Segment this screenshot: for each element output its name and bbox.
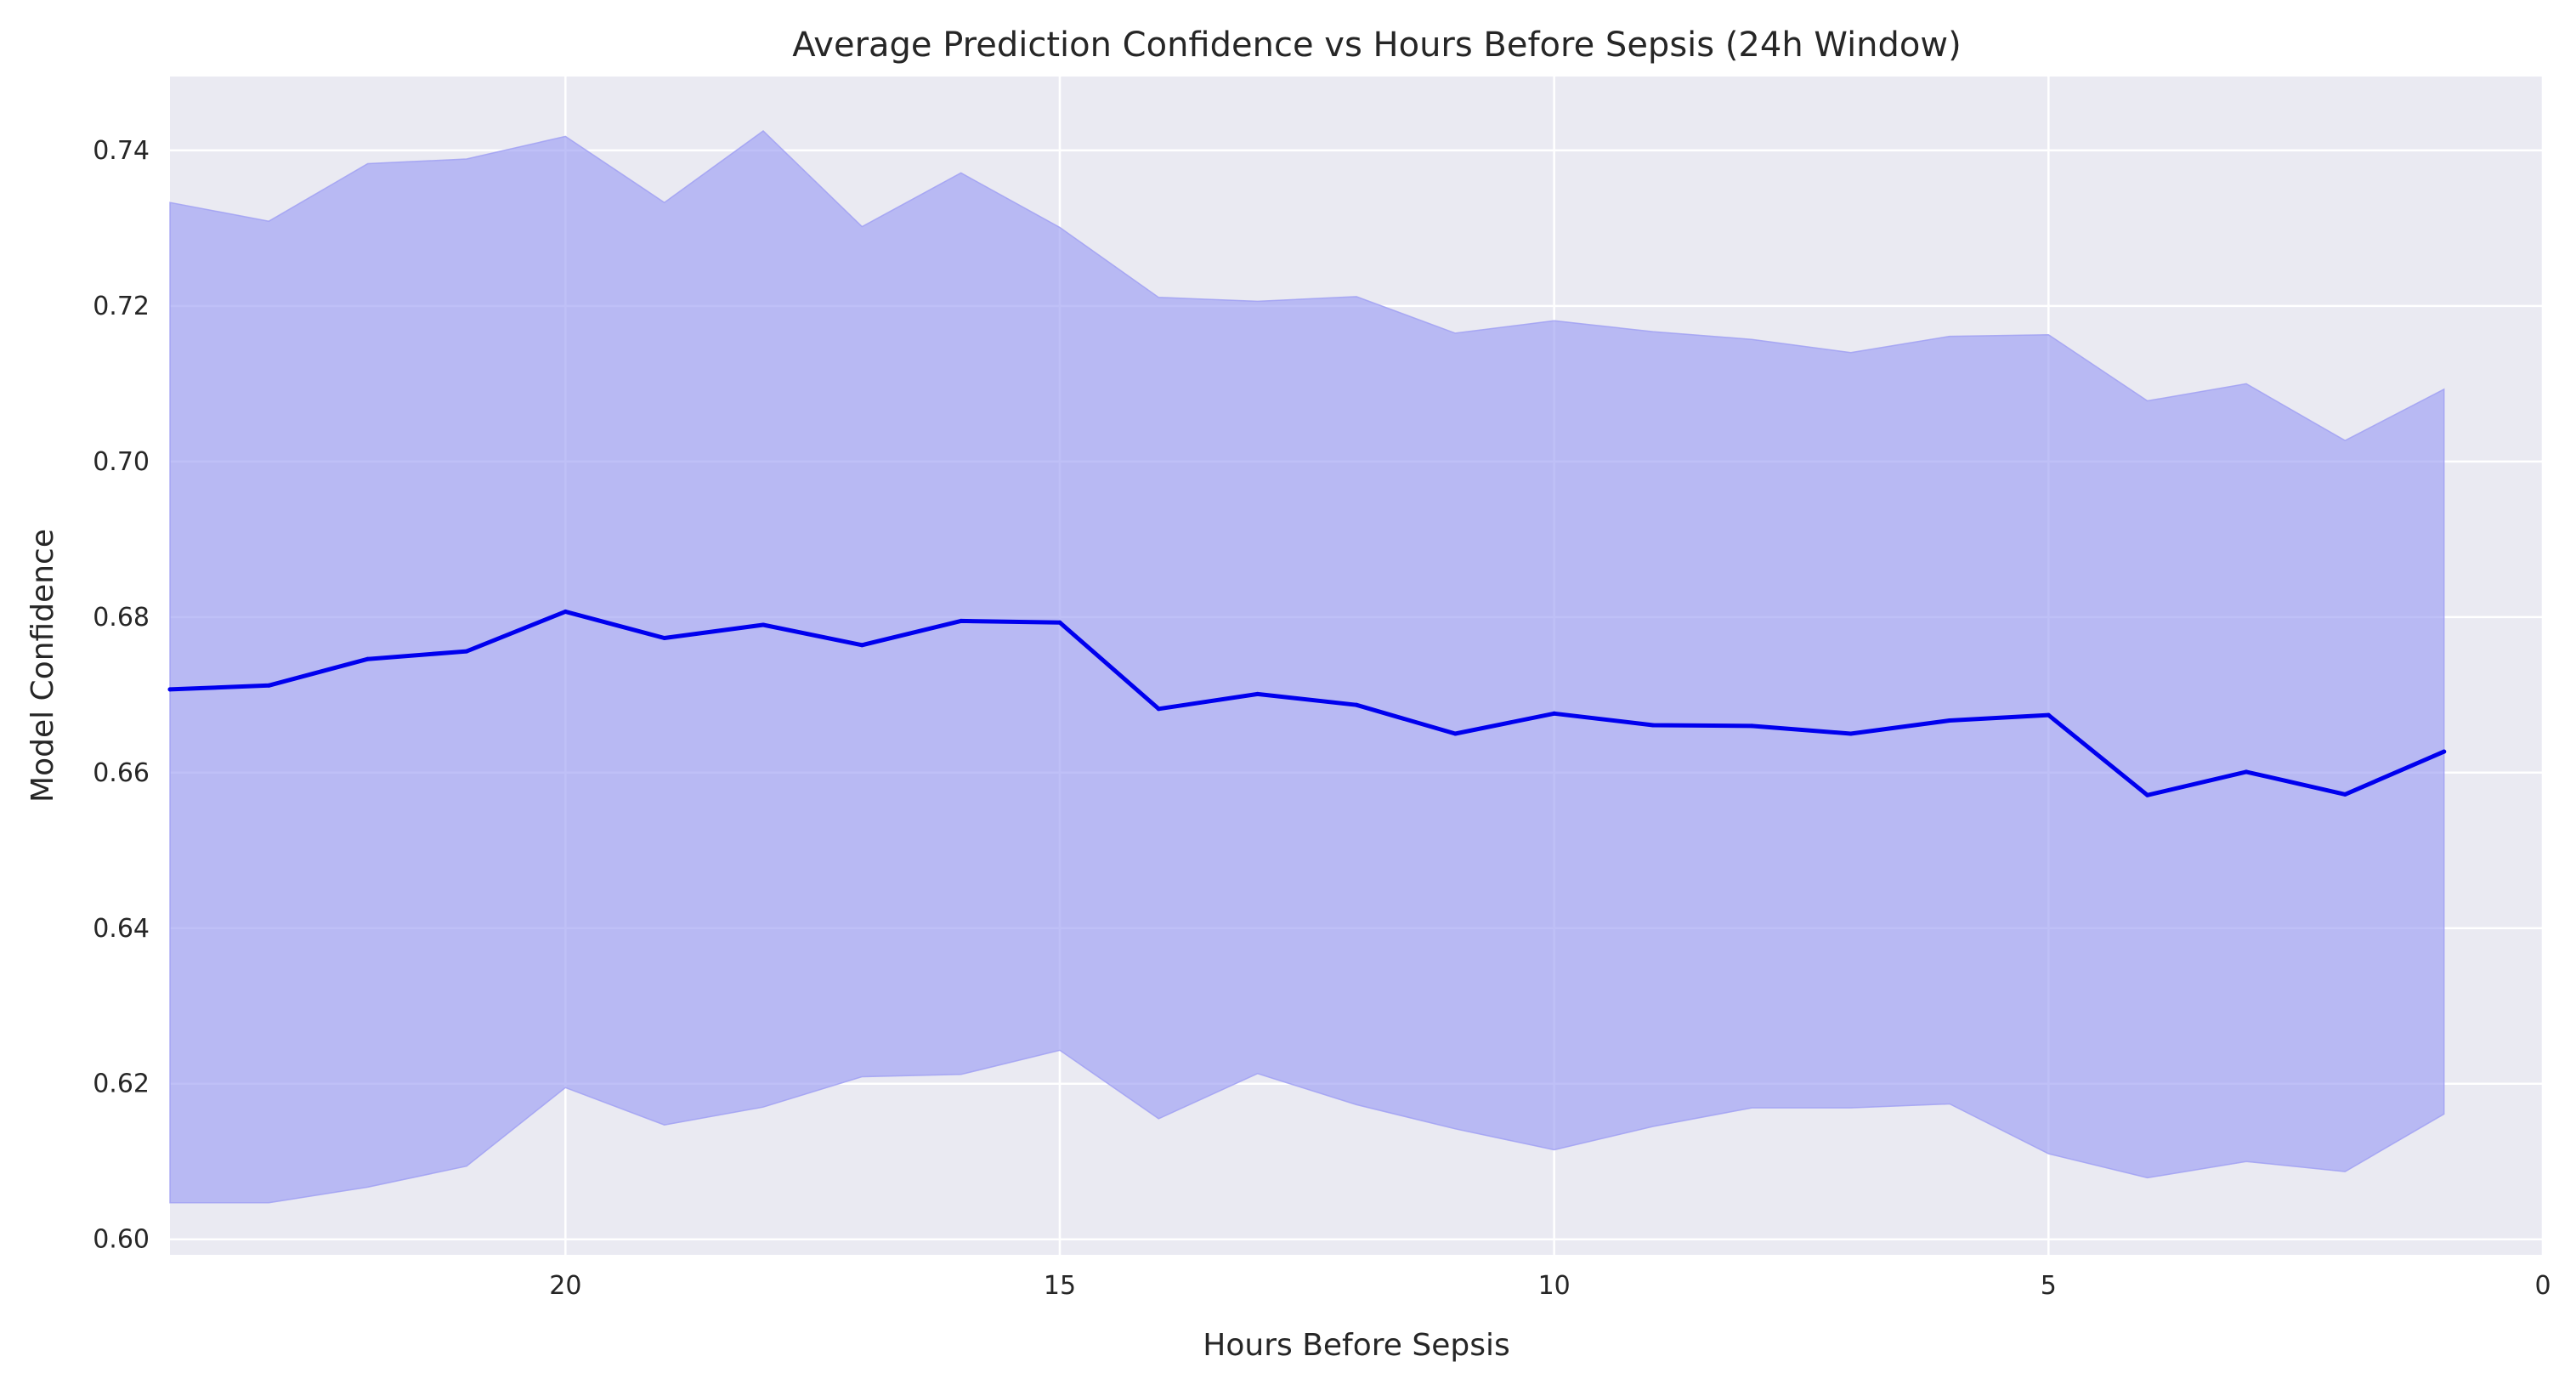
data-point xyxy=(2342,791,2347,797)
y-tick-label: 0.66 xyxy=(93,758,150,788)
data-point xyxy=(1848,731,1854,736)
data-point xyxy=(2442,749,2447,754)
x-tick-label: 0 xyxy=(2534,1271,2551,1301)
data-point xyxy=(959,618,964,623)
data-point xyxy=(1947,718,1952,723)
x-tick-label: 20 xyxy=(549,1271,581,1301)
data-point xyxy=(1057,620,1062,625)
data-point xyxy=(2145,792,2150,797)
data-point xyxy=(1452,731,1458,736)
data-point xyxy=(1255,691,1260,696)
data-point xyxy=(2244,769,2249,774)
x-axis-label: Hours Before Sepsis xyxy=(1203,1328,1509,1363)
data-point xyxy=(662,636,667,640)
y-tick-label: 0.74 xyxy=(93,136,150,166)
data-point xyxy=(1552,711,1557,716)
data-point xyxy=(563,609,568,614)
data-point xyxy=(1354,702,1359,707)
data-point xyxy=(167,687,173,692)
x-axis-ticks: 20 15 10 5 0 xyxy=(549,1271,2551,1301)
data-point xyxy=(464,649,469,654)
data-point xyxy=(1650,723,1656,728)
data-point xyxy=(1156,706,1161,712)
data-point xyxy=(761,622,766,627)
mean-confidence-line xyxy=(167,609,2447,797)
data-point xyxy=(266,683,271,688)
y-tick-label: 0.64 xyxy=(93,914,150,944)
x-tick-label: 15 xyxy=(1044,1271,1076,1301)
data-point xyxy=(1749,723,1754,729)
x-tick-label: 10 xyxy=(1538,1271,1571,1301)
y-tick-label: 0.70 xyxy=(93,447,150,477)
confidence-band-area xyxy=(169,130,2445,1204)
y-tick-label: 0.62 xyxy=(93,1069,150,1099)
data-point xyxy=(859,643,864,648)
data-point xyxy=(2046,712,2051,718)
x-tick-label: 5 xyxy=(2041,1271,2057,1301)
chart-title: Average Prediction Confidence vs Hours B… xyxy=(792,26,1961,65)
data-point xyxy=(365,656,371,661)
series-lines xyxy=(167,609,2447,797)
y-tick-label: 0.60 xyxy=(93,1225,150,1255)
y-axis-label: Model Confidence xyxy=(25,529,60,803)
y-axis-ticks: 0.60 0.62 0.64 0.66 0.68 0.70 0.72 0.74 xyxy=(93,136,150,1255)
y-tick-label: 0.72 xyxy=(93,292,150,321)
y-tick-label: 0.68 xyxy=(93,603,150,633)
confidence-band xyxy=(169,130,2445,1204)
